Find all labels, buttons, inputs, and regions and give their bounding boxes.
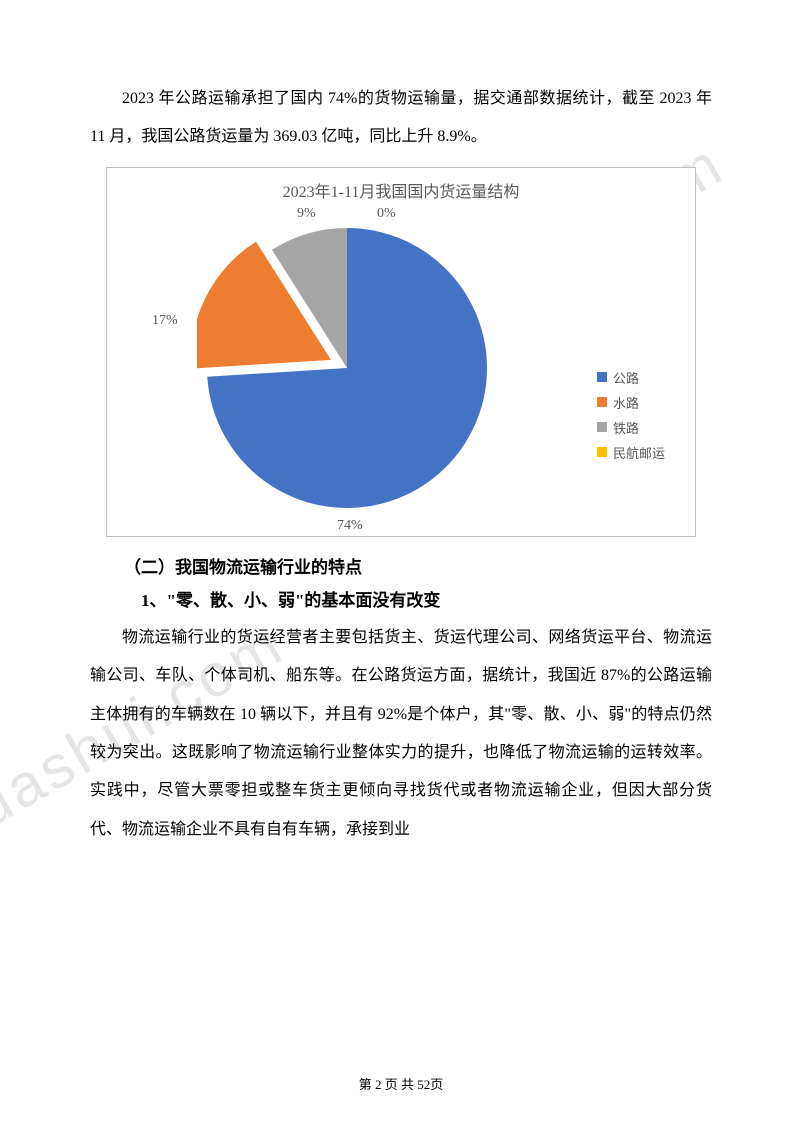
legend-swatch bbox=[597, 397, 607, 407]
legend-label: 民航邮运 bbox=[613, 443, 665, 462]
legend-swatch bbox=[597, 422, 607, 432]
pie-label-17: 17% bbox=[152, 313, 178, 329]
pie-label-0: 0% bbox=[377, 206, 396, 222]
chart-title: 2023年1-11月我国国内货运量结构 bbox=[107, 168, 695, 202]
legend-item: 铁路 bbox=[597, 418, 665, 437]
legend-item: 水路 bbox=[597, 393, 665, 412]
legend-label: 水路 bbox=[613, 393, 639, 412]
freight-structure-chart: 2023年1-11月我国国内货运量结构 公路水路铁路民航邮运 74% 17% 9% 0… bbox=[106, 167, 696, 537]
pie-chart bbox=[197, 218, 497, 518]
legend-item: 公路 bbox=[597, 368, 665, 387]
section-heading-3: 1、"零、散、小、弱"的基本面没有改变 bbox=[90, 586, 712, 611]
chart-legend: 公路水路铁路民航邮运 bbox=[597, 368, 665, 468]
paragraph-body: 物流运输行业的货运经营者主要包括货主、货运代理公司、网络货运平台、物流运输公司、… bbox=[90, 619, 712, 849]
section-heading-2: （二）我国物流运输行业的特点 bbox=[90, 553, 712, 578]
legend-item: 民航邮运 bbox=[597, 443, 665, 462]
pie-label-74: 74% bbox=[337, 518, 363, 534]
document-page: 2023 年公路运输承担了国内 74%的货物运输量，据交通部数据统计，截至 20… bbox=[0, 0, 802, 909]
legend-swatch bbox=[597, 372, 607, 382]
legend-label: 铁路 bbox=[613, 418, 639, 437]
pie-label-9: 9% bbox=[297, 206, 316, 222]
paragraph-intro: 2023 年公路运输承担了国内 74%的货物运输量，据交通部数据统计，截至 20… bbox=[90, 80, 712, 157]
legend-swatch bbox=[597, 447, 607, 457]
page-footer: 第 2 页 共 52页 bbox=[0, 1074, 802, 1093]
legend-label: 公路 bbox=[613, 368, 639, 387]
